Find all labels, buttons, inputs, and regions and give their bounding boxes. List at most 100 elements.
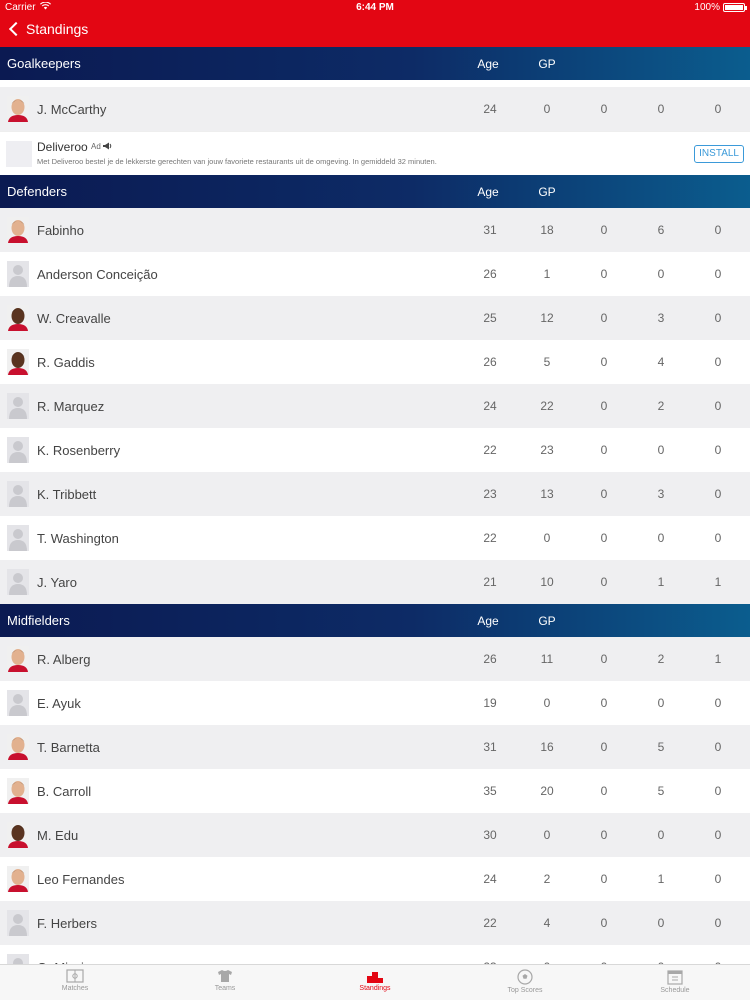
player-age: 26 xyxy=(483,355,497,369)
player-row[interactable]: R. Alberg 26 11 0 2 1 xyxy=(0,637,750,681)
tab-bar: Matches Teams Standings Top Scores Schedule xyxy=(0,964,750,1000)
player-row[interactable]: F. Herbers 22 4 0 0 0 xyxy=(0,901,750,945)
section-gap xyxy=(0,80,750,87)
player-games-played: 12 xyxy=(540,311,554,325)
player-games-played: 4 xyxy=(543,916,551,930)
player-games-played: 2 xyxy=(543,872,551,886)
player-stat-3: 0 xyxy=(600,443,608,457)
player-stat-3: 0 xyxy=(600,355,608,369)
player-stat-3: 0 xyxy=(600,267,608,281)
player-age: 24 xyxy=(483,102,497,116)
player-age: 22 xyxy=(483,916,497,930)
section-title: Midfielders xyxy=(7,613,70,628)
tab-label: Standings xyxy=(359,985,391,992)
player-stat-3: 0 xyxy=(600,652,608,666)
player-avatar xyxy=(7,96,29,122)
player-stat-3: 0 xyxy=(600,223,608,237)
player-row[interactable]: J. Yaro 21 10 0 1 1 xyxy=(0,560,750,604)
player-stat-4: 0 xyxy=(657,916,665,930)
player-row[interactable]: T. Barnetta 31 16 0 5 0 xyxy=(0,725,750,769)
ad-description: Met Deliveroo bestel je de lekkerste ger… xyxy=(37,157,437,166)
player-name: O. Mississ xyxy=(37,960,97,964)
column-age-header: Age xyxy=(477,185,499,199)
player-age: 21 xyxy=(483,575,497,589)
player-name: E. Ayuk xyxy=(37,696,81,711)
player-row[interactable]: Anderson Conceição 26 1 0 0 0 xyxy=(0,252,750,296)
install-button[interactable]: INSTALL xyxy=(694,145,744,163)
player-row[interactable]: W. Creavalle 25 12 0 3 0 xyxy=(0,296,750,340)
player-name: T. Washington xyxy=(37,531,119,546)
ad-banner[interactable]: Deliveroo Ad Met Deliveroo bestel je de … xyxy=(0,131,750,175)
player-stat-5: 0 xyxy=(714,916,722,930)
player-row[interactable]: Leo Fernandes 24 2 0 1 0 xyxy=(0,857,750,901)
player-avatar xyxy=(7,261,29,287)
player-name: T. Barnetta xyxy=(37,740,100,755)
player-row[interactable]: K. Rosenberry 22 23 0 0 0 xyxy=(0,428,750,472)
player-stat-5: 0 xyxy=(714,355,722,369)
player-row[interactable]: M. Edu 30 0 0 0 0 xyxy=(0,813,750,857)
player-stat-5: 1 xyxy=(714,575,722,589)
player-avatar xyxy=(7,866,29,892)
player-age: 22 xyxy=(483,531,497,545)
player-stat-5: 0 xyxy=(714,784,722,798)
ad-title: Deliveroo xyxy=(37,140,88,154)
podium-icon xyxy=(300,969,450,983)
player-stat-3: 0 xyxy=(600,487,608,501)
player-name: K. Tribbett xyxy=(37,487,97,502)
player-row[interactable]: E. Ayuk 19 0 0 0 0 xyxy=(0,681,750,725)
player-stat-3: 0 xyxy=(600,916,608,930)
nav-bar: Standings xyxy=(0,16,750,47)
tab-matches[interactable]: Matches xyxy=(0,969,150,992)
player-stat-4: 1 xyxy=(657,575,665,589)
player-row[interactable]: B. Carroll 35 20 0 5 0 xyxy=(0,769,750,813)
tab-top-scores[interactable]: Top Scores xyxy=(450,969,600,994)
tab-standings[interactable]: Standings xyxy=(300,969,450,992)
tab-schedule[interactable]: Schedule xyxy=(600,969,750,994)
tab-teams[interactable]: Teams xyxy=(150,969,300,992)
player-stat-5: 0 xyxy=(714,311,722,325)
player-name: K. Rosenberry xyxy=(37,443,121,458)
player-stat-3: 0 xyxy=(600,575,608,589)
player-stat-3: 0 xyxy=(600,399,608,413)
player-games-played: 0 xyxy=(543,696,551,710)
back-button[interactable]: Standings xyxy=(8,21,88,37)
player-row[interactable]: T. Washington 22 0 0 0 0 xyxy=(0,516,750,560)
player-age: 24 xyxy=(483,872,497,886)
player-name: R. Gaddis xyxy=(37,355,95,370)
player-row[interactable]: K. Tribbett 23 13 0 3 0 xyxy=(0,472,750,516)
player-stat-5: 1 xyxy=(714,652,722,666)
player-row[interactable]: O. Mississ 23 0 0 0 0 xyxy=(0,945,750,964)
column-gp-header: GP xyxy=(538,57,556,71)
player-stat-4: 6 xyxy=(657,223,665,237)
player-row[interactable]: R. Marquez 24 22 0 2 0 xyxy=(0,384,750,428)
player-stat-4: 0 xyxy=(657,531,665,545)
player-avatar xyxy=(7,481,29,507)
goalkeepers-list: J. McCarthy 24 0 0 0 0 xyxy=(0,87,750,131)
player-age: 22 xyxy=(483,443,497,457)
standings-content[interactable]: Goalkeepers Age GP J. McCarthy 24 0 0 0 0 Del… xyxy=(0,47,750,964)
player-row[interactable]: Fabinho 31 18 0 6 0 xyxy=(0,208,750,252)
player-stat-3: 0 xyxy=(600,828,608,842)
section-header-midfielders: Midfielders Age GP xyxy=(0,604,750,637)
player-games-played: 11 xyxy=(540,652,554,666)
player-name: Leo Fernandes xyxy=(37,872,125,887)
player-stat-5: 0 xyxy=(714,740,722,754)
battery-label: 100% xyxy=(694,2,720,13)
player-stat-5: 0 xyxy=(714,531,722,545)
column-gp-header: GP xyxy=(538,185,556,199)
tab-label: Schedule xyxy=(660,987,690,994)
player-age: 24 xyxy=(483,399,497,413)
player-stat-4: 0 xyxy=(657,696,665,710)
player-name: F. Herbers xyxy=(37,916,97,931)
chevron-left-icon xyxy=(8,21,24,37)
player-row[interactable]: J. McCarthy 24 0 0 0 0 xyxy=(0,87,750,131)
player-age: 23 xyxy=(483,487,497,501)
player-stat-5: 0 xyxy=(714,872,722,886)
player-stat-3: 0 xyxy=(600,740,608,754)
player-stat-5: 0 xyxy=(714,696,722,710)
status-time: 6:44 PM xyxy=(356,2,394,13)
tab-label: Top Scores xyxy=(507,987,543,994)
player-name: R. Alberg xyxy=(37,652,91,667)
player-stat-3: 0 xyxy=(600,696,608,710)
player-row[interactable]: R. Gaddis 26 5 0 4 0 xyxy=(0,340,750,384)
